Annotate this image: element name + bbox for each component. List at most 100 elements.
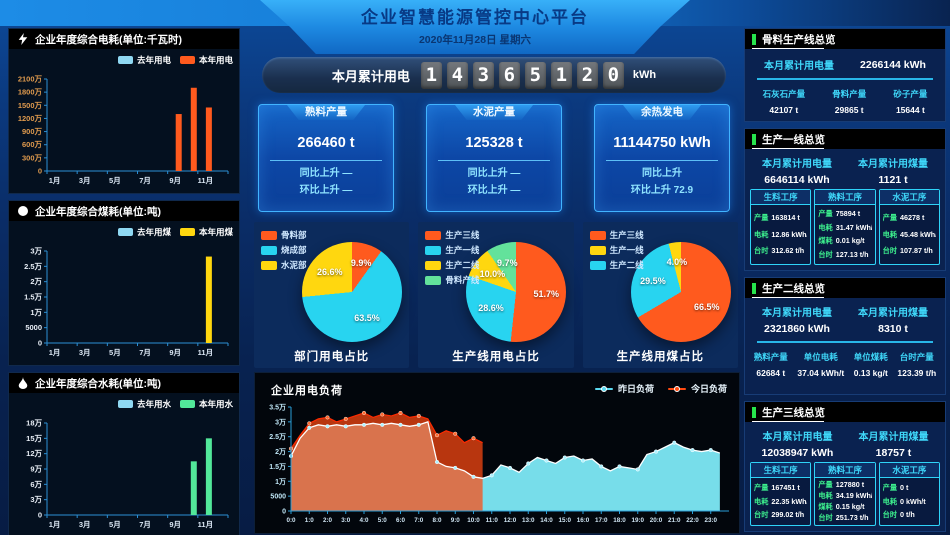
svg-text:21:0: 21:0: [668, 517, 681, 524]
bar: [190, 87, 197, 171]
svg-text:20:0: 20:0: [650, 517, 663, 524]
divider: [757, 341, 933, 343]
process-metric: 电耗 34.19 kWh/t: [818, 491, 871, 501]
legend-chip: [425, 260, 442, 270]
process-metric: 产量 127880 t: [818, 480, 871, 490]
process-metric: 电耗 45.48 kWh/t: [883, 230, 936, 240]
metric-column: 台时产量 123.39 t/h: [897, 351, 936, 378]
pie-slice-label: 28.6%: [478, 303, 504, 314]
svg-text:2100万: 2100万: [18, 75, 43, 84]
svg-text:1.5万: 1.5万: [269, 463, 286, 471]
legend-chip: [179, 400, 195, 408]
process-metric: 产量 167451 t: [754, 483, 807, 493]
legend-item[interactable]: 生产三线: [589, 229, 644, 241]
process-card-rows: 产量 167451 t 电耗 22.35 kWh/t 台时 299.02 t/h: [751, 478, 810, 525]
process-metric-value: 0.15 kg/t: [835, 502, 865, 511]
panel-title: 生产三线总览: [762, 406, 825, 419]
chart-legend: 去年用煤 本年用煤: [117, 226, 233, 238]
legend-item[interactable]: 去年用水: [117, 398, 171, 410]
legend-item[interactable]: 生产二线: [589, 259, 644, 271]
pie-chart: 66.5% 29.5% 4.0%: [630, 242, 731, 342]
panel-body: 本月累计用电量 2266144 kWh 石灰石产量 42107 t 骨料产量 29865 …: [745, 49, 945, 121]
process-metric-label: 产量: [818, 480, 833, 489]
area-chart-load: 0 5000 1万 1.5万 2万 2.5万 3万 3.5万 0:0 1:0 2:0 3:0 4:0 5:…: [269, 404, 729, 524]
process-metric-value: 127.13 t/h: [835, 249, 869, 259]
process-card: 熟料工序 产量 127880 t 电耗 34.19 kWh/t 煤耗 0.15 kg/t 台时…: [814, 462, 876, 526]
process-card: 水泥工序 产量 0 t 电耗 0 kWh/t 台时 0 t/h: [878, 462, 940, 526]
metric-column: 熟料产量 62684 t: [754, 351, 788, 378]
stat-label: 本月累计用煤量: [858, 308, 928, 319]
process-metric-label: 产量: [754, 212, 769, 222]
svg-text:7:0: 7:0: [414, 517, 424, 524]
legend-item[interactable]: 生产一线: [425, 244, 479, 256]
chart-panel-annual-power: 企业年度综合电耗(单位:千瓦时) 去年用电 本年用电 0 300万 600万 900万 120…: [8, 28, 240, 194]
legend-item[interactable]: 骨料部: [261, 229, 307, 241]
legend-chip: [117, 400, 133, 408]
legend-item[interactable]: 生产三线: [425, 229, 479, 241]
left-column: 企业年度综合电耗(单位:千瓦时) 去年用电 本年用电 0 300万 600万 900万 120…: [8, 28, 240, 535]
pie-legend: 骨料部 烧成部 水泥部: [261, 229, 307, 271]
metric-value: 0.13 kg/t: [853, 368, 888, 378]
svg-text:6:0: 6:0: [396, 517, 406, 524]
divider: [269, 160, 383, 161]
green-accent-bar: [752, 33, 756, 45]
legend-item[interactable]: 生产二线: [425, 259, 479, 271]
pie-chart: 51.7% 28.6% 10.0% 9.7%: [466, 242, 567, 342]
stat-label: 本月累计用电量: [762, 159, 832, 170]
process-metric-label: 电耗: [818, 491, 833, 500]
stat-label: 本月累计用电量: [762, 308, 832, 319]
legend-item[interactable]: 去年用煤: [117, 226, 171, 238]
process-metric: 产量 46278 t: [883, 213, 936, 223]
legend-item[interactable]: 今日负荷: [667, 382, 727, 395]
legend-item[interactable]: 生产一线: [589, 244, 644, 256]
legend-label: 生产二线: [445, 260, 480, 270]
pie-slice-label: 4.0%: [666, 257, 688, 268]
legend-item[interactable]: 水泥部: [261, 259, 307, 271]
metric-value: 42107 t: [769, 105, 799, 115]
bar-chart-annual-power: 0 300万 600万 900万 1200万 1500万 1800万 2100万 1月 3月 5月 7…: [18, 75, 229, 185]
pie-slice-label: 66.5%: [693, 301, 720, 312]
pie-panel-dept-power-pie: 骨料部 烧成部 水泥部 9.9% 63.5% 26.6% 部门用电占比: [254, 222, 410, 368]
overview-panel-3: 生产二线总览 本月累计用电量 2321860 kWh 本月累计用煤量 8310 t 熟料产…: [744, 277, 946, 395]
legend-chip: [261, 260, 277, 270]
legend-chip: [179, 228, 195, 236]
panel-title: 企业年度综合水耗(单位:吨): [35, 377, 161, 390]
stat-card-title: 熟料产量: [287, 105, 365, 120]
svg-text:19:0: 19:0: [631, 517, 644, 524]
water-drop-icon: [17, 377, 29, 389]
process-card-title: 生料工序: [751, 190, 811, 205]
legend-label: 生产一线: [609, 245, 644, 255]
legend-item[interactable]: 昨日负荷: [594, 382, 654, 395]
svg-text:12:0: 12:0: [504, 517, 517, 524]
metric-label: 单位电耗: [803, 352, 838, 362]
svg-text:2.5万: 2.5万: [269, 433, 286, 441]
svg-text:1万: 1万: [30, 308, 42, 317]
svg-text:4:0: 4:0: [359, 517, 369, 524]
legend-item[interactable]: 去年用电: [117, 54, 171, 66]
svg-text:1.5万: 1.5万: [24, 293, 42, 302]
legend-item[interactable]: 本年用电: [179, 54, 233, 66]
svg-text:5月: 5月: [109, 520, 121, 529]
legend-item[interactable]: 烧成部: [261, 244, 307, 256]
legend-item[interactable]: 本年用煤: [179, 226, 233, 238]
process-metric: 电耗 22.35 kWh/t: [754, 497, 807, 507]
process-metric-label: 台时: [882, 246, 898, 256]
legend-item[interactable]: 本年用水: [179, 398, 233, 410]
legend-item[interactable]: 骨料产线: [425, 274, 479, 286]
svg-text:11月: 11月: [198, 520, 213, 529]
chart-body: 去年用电 本年用电 0 300万 600万 900万 1200万 1500万 1800万 2100…: [9, 49, 239, 191]
legend-dot: [600, 385, 607, 392]
process-metric-label: 电耗: [882, 229, 898, 239]
stat-card-title: 余热发电: [623, 105, 701, 120]
metric-column: 单位电耗 37.04 kWh/t: [797, 351, 844, 378]
counter-digit: 2: [576, 61, 598, 89]
divider: [605, 160, 719, 161]
process-metric-value: 167451 t: [771, 482, 800, 492]
svg-text:7月: 7月: [139, 176, 151, 185]
stat-card-value: 266460 t: [297, 135, 355, 151]
counter-digit: 4: [446, 61, 468, 89]
counter-digit: 3: [472, 61, 494, 89]
process-metric-label: 煤耗: [818, 236, 833, 246]
process-metric-label: 台时: [754, 510, 769, 520]
